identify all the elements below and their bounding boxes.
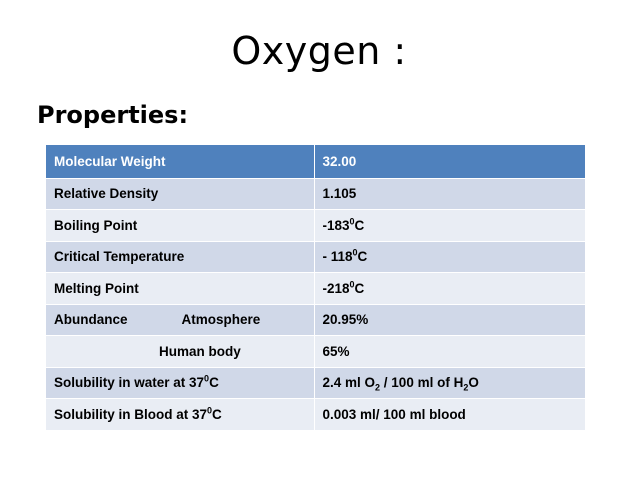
value-cell: -1830C	[313, 209, 585, 242]
value-superscript: 0	[352, 247, 358, 258]
property-text: Abundance	[54, 312, 128, 328]
property-superscript: 0	[204, 373, 210, 384]
value-text: 2.4 ml O	[322, 375, 376, 391]
section-heading: Properties:	[37, 101, 189, 129]
value-superscript: 0	[349, 279, 355, 290]
value-unit: C	[354, 217, 365, 233]
table-header-row: Molecular Weight 32.00	[46, 145, 585, 179]
value-text: -183	[322, 217, 350, 233]
sub-property-cell: Human body	[46, 335, 314, 368]
property-text: Solubility in Blood at 37	[54, 406, 208, 422]
properties-table: Molecular Weight 32.00 Relative Density …	[46, 145, 585, 431]
value-cell: - 1180C	[313, 241, 585, 273]
table-row: Solubility in Blood at 370C 0.003 ml/ 10…	[46, 398, 585, 431]
property-cell: Critical Temperature	[46, 241, 314, 273]
value-cell: 2.4 ml O2 / 100 ml of H2O	[313, 367, 585, 399]
slide-title: Oxygen :	[231, 29, 407, 73]
property-cell: Abundance Atmosphere	[46, 304, 314, 336]
value-text: O	[468, 375, 479, 391]
value-subscript: 2	[375, 382, 381, 393]
table-row: Critical Temperature - 1180C	[46, 241, 585, 273]
property-cell: Boiling Point	[46, 209, 314, 242]
value-cell: -2180C	[313, 272, 585, 305]
value-unit: C	[357, 249, 368, 265]
value-text: - 118	[322, 249, 353, 265]
header-property-cell: Molecular Weight	[46, 145, 314, 179]
value-unit: C	[354, 280, 365, 296]
table-row: Relative Density 1.105	[46, 178, 585, 210]
value-superscript: 0	[349, 216, 355, 227]
value-cell: 20.95%	[313, 304, 585, 336]
property-cell: Solubility in water at 370C	[46, 367, 314, 399]
property-text: Solubility in water at 37	[54, 375, 205, 391]
table-row: Abundance Atmosphere 20.95%	[46, 304, 585, 336]
property-superscript: 0	[207, 405, 213, 416]
value-subscript: 2	[463, 382, 469, 393]
value-text: / 100 ml of H	[380, 375, 464, 391]
table-row: Boiling Point -1830C	[46, 209, 585, 242]
table-row: Human body 65%	[46, 335, 585, 368]
property-unit: C	[209, 375, 219, 391]
value-cell: 0.003 ml/ 100 ml blood	[313, 398, 585, 431]
table-row: Solubility in water at 370C 2.4 ml O2 / …	[46, 367, 585, 399]
value-cell: 65%	[313, 335, 585, 368]
value-cell: 1.105	[313, 178, 585, 210]
sub-property-text: Atmosphere	[181, 312, 261, 328]
property-unit: C	[212, 406, 222, 422]
value-text: -218	[322, 280, 350, 296]
header-value-cell: 32.00	[313, 145, 585, 179]
property-cell: Relative Density	[46, 178, 314, 210]
property-cell: Melting Point	[46, 272, 314, 305]
property-cell: Solubility in Blood at 370C	[46, 398, 314, 431]
table-row: Melting Point -2180C	[46, 272, 585, 305]
